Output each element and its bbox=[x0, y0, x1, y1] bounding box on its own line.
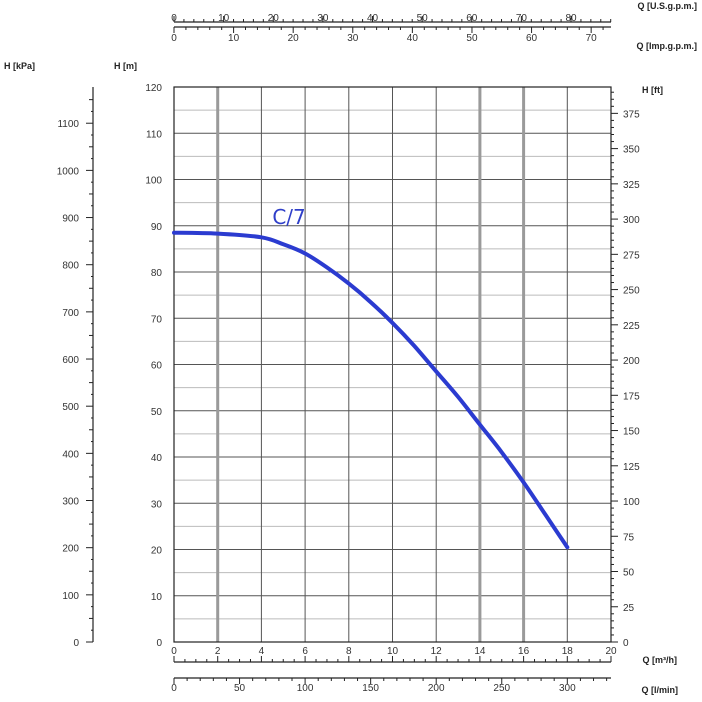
tick-label-usgpm: 40 bbox=[367, 13, 379, 24]
tick-label-impgpm: 30 bbox=[347, 33, 359, 44]
tick-label-ft: 0 bbox=[623, 638, 629, 649]
tick-label-kpa: 500 bbox=[62, 402, 79, 413]
tick-label-usgpm: 30 bbox=[317, 13, 329, 24]
tick-label-m: 100 bbox=[145, 176, 162, 187]
tick-label-kpa: 0 bbox=[73, 638, 79, 649]
curve-c-7 bbox=[172, 230, 570, 550]
tick-label-ft: 100 bbox=[623, 497, 640, 508]
tick-label-ft: 375 bbox=[623, 109, 640, 120]
tick-label-impgpm: 0 bbox=[171, 33, 177, 44]
unit-lmin: Q [l/min] bbox=[642, 685, 679, 695]
tick-label-m3h: 12 bbox=[431, 646, 443, 657]
tick-label-m3h: 6 bbox=[302, 646, 308, 657]
grid bbox=[173, 86, 612, 643]
tick-label-kpa: 300 bbox=[62, 497, 79, 508]
tick-label-ft: 300 bbox=[623, 215, 640, 226]
tick-label-ft: 175 bbox=[623, 391, 640, 402]
plot-frame bbox=[173, 86, 612, 643]
tick-label-ft: 200 bbox=[623, 356, 640, 367]
tick-label-usgpm: 80 bbox=[565, 13, 577, 24]
tick-label-m: 120 bbox=[145, 83, 162, 94]
tick-label-lmin: 250 bbox=[493, 683, 510, 694]
tick-label-ft: 325 bbox=[623, 180, 640, 191]
tick-label-m: 30 bbox=[151, 499, 163, 510]
tick-label-usgpm: 0 bbox=[171, 13, 177, 24]
tick-label-impgpm: 40 bbox=[407, 33, 419, 44]
unit-kpa: H [kPa] bbox=[4, 61, 35, 71]
axes bbox=[86, 16, 618, 684]
tick-label-usgpm: 50 bbox=[417, 13, 429, 24]
tick-label-ft: 125 bbox=[623, 462, 640, 473]
tick-label-m: 40 bbox=[151, 453, 163, 464]
tick-label-kpa: 1000 bbox=[57, 166, 80, 177]
curve-label: C/7 bbox=[272, 205, 305, 229]
tick-label-ft: 75 bbox=[623, 532, 635, 543]
tick-label-m3h: 14 bbox=[474, 646, 486, 657]
curves: C/7 bbox=[172, 205, 570, 550]
tick-label-m: 90 bbox=[151, 222, 163, 233]
tick-label-kpa: 200 bbox=[62, 544, 79, 555]
tick-labels: 0102030405060708090100110120010020030040… bbox=[57, 13, 640, 694]
tick-label-kpa: 400 bbox=[62, 449, 79, 460]
tick-label-m: 10 bbox=[151, 592, 163, 603]
tick-label-ft: 225 bbox=[623, 321, 640, 332]
tick-label-usgpm: 10 bbox=[218, 13, 230, 24]
tick-label-ft: 150 bbox=[623, 427, 640, 438]
tick-label-usgpm: 70 bbox=[516, 13, 528, 24]
tick-label-impgpm: 20 bbox=[288, 33, 300, 44]
tick-label-m3h: 20 bbox=[605, 646, 617, 657]
unit-m3h: Q [m³/h] bbox=[643, 655, 678, 665]
tick-label-lmin: 100 bbox=[297, 683, 314, 694]
tick-label-lmin: 200 bbox=[428, 683, 445, 694]
tick-label-impgpm: 50 bbox=[466, 33, 478, 44]
tick-label-impgpm: 70 bbox=[586, 33, 598, 44]
tick-label-kpa: 600 bbox=[62, 355, 79, 366]
tick-label-ft: 25 bbox=[623, 603, 635, 614]
tick-label-kpa: 900 bbox=[62, 214, 79, 225]
tick-label-lmin: 50 bbox=[234, 683, 246, 694]
unit-impgpm: Q [Imp.g.p.m.] bbox=[637, 41, 698, 51]
unit-m: H [m] bbox=[114, 61, 137, 71]
unit-labels: Q [U.S.g.p.m.] Q [Imp.g.p.m.] H [kPa] H … bbox=[4, 1, 697, 695]
tick-label-m: 80 bbox=[151, 268, 163, 279]
tick-label-usgpm: 20 bbox=[268, 13, 280, 24]
tick-label-m: 20 bbox=[151, 546, 163, 557]
tick-label-m3h: 10 bbox=[387, 646, 399, 657]
tick-label-m: 110 bbox=[146, 129, 162, 140]
tick-label-lmin: 0 bbox=[171, 683, 177, 694]
tick-label-m3h: 0 bbox=[171, 646, 177, 657]
tick-label-kpa: 1100 bbox=[57, 119, 79, 130]
tick-label-m3h: 2 bbox=[215, 646, 221, 657]
tick-label-kpa: 700 bbox=[62, 308, 79, 319]
tick-label-m3h: 16 bbox=[518, 646, 530, 657]
tick-label-lmin: 300 bbox=[559, 683, 576, 694]
tick-label-ft: 275 bbox=[623, 250, 640, 261]
tick-label-kpa: 100 bbox=[62, 591, 79, 602]
tick-label-m: 0 bbox=[156, 638, 162, 649]
tick-label-impgpm: 10 bbox=[228, 33, 240, 44]
tick-label-m: 70 bbox=[151, 314, 163, 325]
tick-label-ft: 350 bbox=[623, 145, 640, 156]
tick-label-m3h: 4 bbox=[259, 646, 265, 657]
tick-label-kpa: 800 bbox=[62, 261, 79, 272]
unit-usgpm: Q [U.S.g.p.m.] bbox=[638, 1, 698, 11]
tick-label-m3h: 8 bbox=[346, 646, 352, 657]
tick-label-m: 60 bbox=[151, 361, 163, 372]
tick-label-lmin: 150 bbox=[362, 683, 379, 694]
tick-label-ft: 250 bbox=[623, 286, 640, 297]
tick-label-m: 50 bbox=[151, 407, 163, 418]
unit-ft: H [ft] bbox=[642, 85, 663, 95]
tick-label-ft: 50 bbox=[623, 568, 635, 579]
tick-label-usgpm: 60 bbox=[466, 13, 478, 24]
tick-label-m3h: 18 bbox=[562, 646, 574, 657]
tick-label-impgpm: 60 bbox=[526, 33, 538, 44]
